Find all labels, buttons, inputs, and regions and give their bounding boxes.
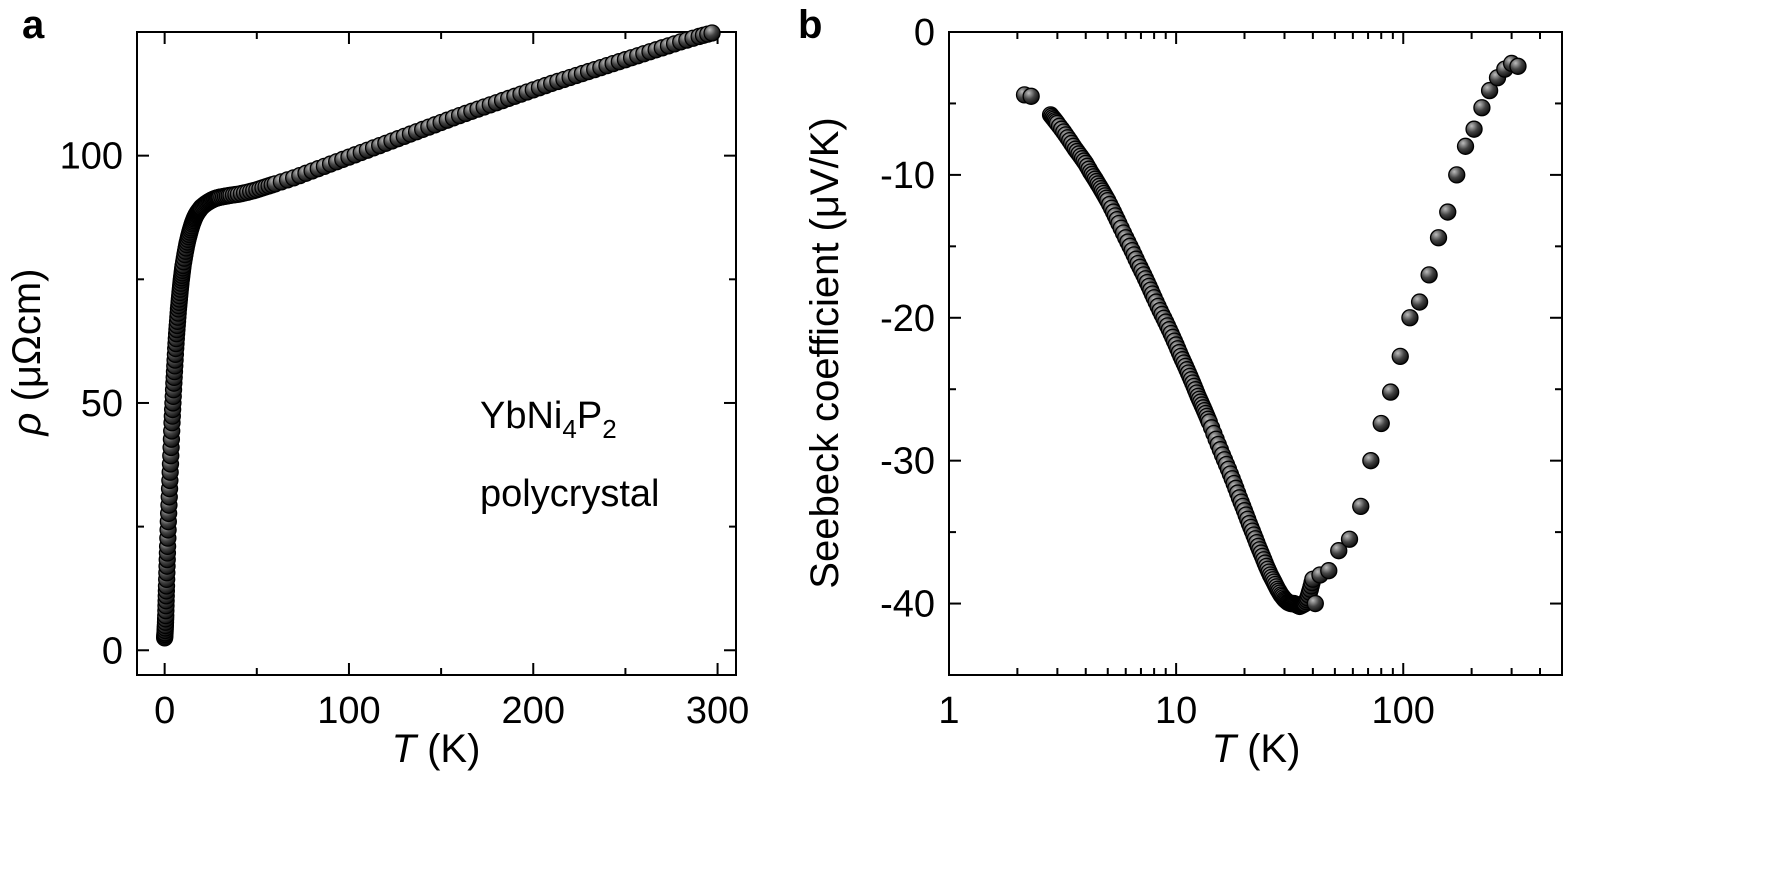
panel-b-data-point <box>1320 562 1338 580</box>
panel-b-y-tick-label: -20 <box>880 298 935 340</box>
panel-a-y-tick-label: 100 <box>60 136 123 178</box>
panel-a-data-points <box>155 24 721 647</box>
panel-b-y-tick-label: 0 <box>914 12 935 54</box>
panel-b-data-point <box>1306 594 1324 613</box>
panel-b-y-tick-label: -30 <box>880 441 935 483</box>
panel-b-data-point <box>1480 81 1499 100</box>
panel-b-data-points <box>1015 54 1527 616</box>
panel-b-data-point <box>1022 87 1040 105</box>
panel-b-data-point <box>1456 137 1475 155</box>
panel-a-letter: a <box>22 3 45 47</box>
panel-a-y-axis-title-symbol: ρ <box>5 413 49 437</box>
panel-b-x-axis-title: T (K) <box>1212 727 1301 771</box>
panel-b-data-point <box>1372 414 1390 433</box>
panel-a-x-axis-title-unit: (K) <box>416 727 480 771</box>
panel-a-y-tick-label: 0 <box>102 630 123 672</box>
panel-a-x-axis-title-symbol: T <box>392 727 419 771</box>
panel-b-seebeck-chart: b 1 10 100 0 -10 -20 -30 -40 T (K) Seebeck coef… <box>798 3 1563 771</box>
panel-b-x-tick-label: 10 <box>1155 690 1197 732</box>
panel-a-x-tick-label: 100 <box>317 690 380 732</box>
panel-b-data-point <box>1439 203 1457 221</box>
panel-a-data-point <box>703 24 721 42</box>
formula-subscript-2: 2 <box>602 414 616 444</box>
panel-b-data-point <box>1340 530 1359 548</box>
panel-b-data-point <box>1362 452 1380 470</box>
panel-b-x-tick-label: 1 <box>938 690 959 732</box>
panel-a-x-tick-label: 200 <box>502 690 565 732</box>
formula-ybni: YbNi <box>480 395 562 437</box>
panel-a-y-tick-label: 50 <box>81 383 123 425</box>
panel-b-ticks <box>948 31 1562 676</box>
panel-b-data-point <box>1509 57 1527 75</box>
panel-b-y-axis-title: Seebeck coefficient (μV/K) <box>803 117 847 588</box>
panel-b-y-tick-label: -10 <box>880 155 935 197</box>
panel-b-data-point <box>1420 266 1438 284</box>
panel-b-data-point <box>1465 120 1483 138</box>
formula-subscript-4: 4 <box>562 414 576 444</box>
panel-b-data-point <box>1391 347 1409 366</box>
panel-a-x-axis-title: T (K) <box>392 727 481 771</box>
panel-b-data-point <box>1410 293 1429 311</box>
panel-b-data-point <box>1330 542 1348 560</box>
panel-a-annotation-polycrystal: polycrystal <box>480 473 660 515</box>
panel-b-data-point <box>1352 497 1370 516</box>
panel-b-x-axis-title-unit: (K) <box>1236 727 1300 771</box>
panel-a-resistivity-chart: a 0 100 200 300 0 50 100 T (K) ρ (μΩcm) YbNi4P… <box>5 3 749 771</box>
panel-a-plot-frame <box>136 31 737 676</box>
panel-a-ticks <box>137 31 736 675</box>
formula-p: P <box>577 395 602 437</box>
panel-a-x-tick-label: 300 <box>686 690 749 732</box>
panel-b-data-point <box>1429 229 1448 247</box>
panel-b-tick-labels: 1 10 100 0 -10 -20 -30 -40 <box>880 12 1435 732</box>
panel-b-letter: b <box>798 3 822 47</box>
panel-b-x-tick-label: 100 <box>1372 690 1435 732</box>
panel-b-data-point <box>1473 99 1491 117</box>
panel-a-y-axis-title: ρ (μΩcm) <box>5 269 49 437</box>
panel-b-x-axis-title-symbol: T <box>1212 727 1239 771</box>
panel-b-y-tick-label: -40 <box>880 584 935 626</box>
panel-a-y-axis-title-unit: (μΩcm) <box>5 269 49 413</box>
panel-b-data-point <box>1401 309 1419 327</box>
panel-b-plot-frame <box>948 31 1563 676</box>
panel-b-data-point <box>1381 383 1400 401</box>
panel-b-data-point <box>1448 166 1466 184</box>
panel-a-x-tick-label: 0 <box>154 690 175 732</box>
panel-a-annotation-formula: YbNi4P2 <box>480 395 617 444</box>
panel-a-tick-labels: 0 100 200 300 0 50 100 <box>60 136 750 732</box>
